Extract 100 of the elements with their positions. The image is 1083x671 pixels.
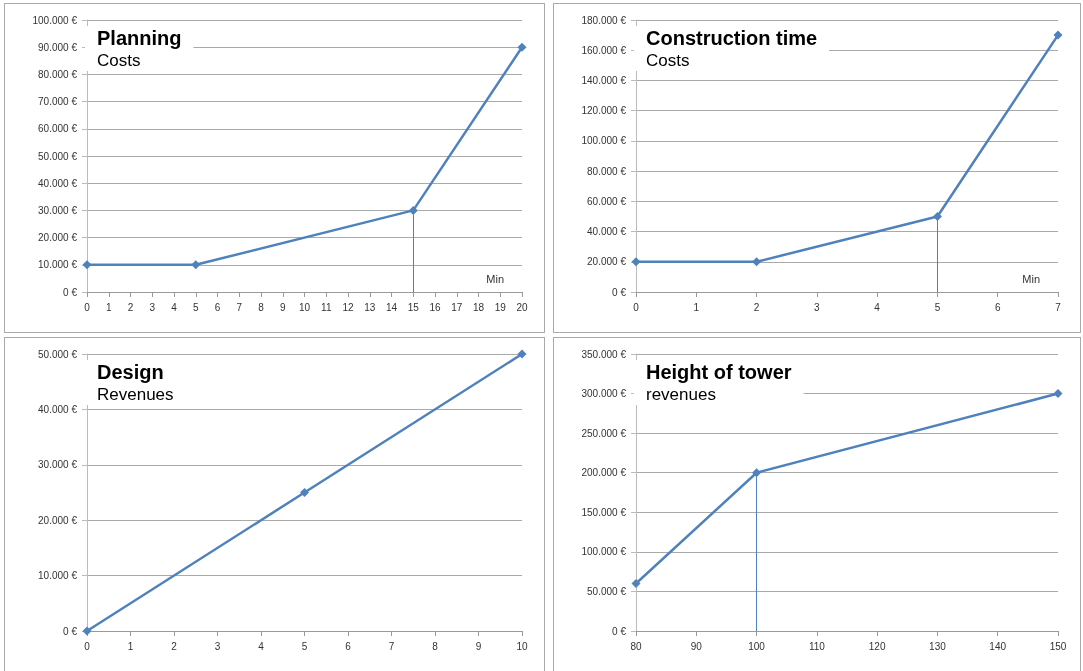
x-tick-label: 10 [298,301,311,313]
x-tick-label: 5 [192,301,199,313]
x-tick-label: 90 [690,640,703,652]
text: Revenues [97,385,174,404]
y-tick-label: 100.000 € [32,14,78,26]
x-tick-label: 8 [258,301,265,313]
point [752,468,762,478]
point [631,257,641,267]
y-tick-label: 0 € [63,286,78,298]
x-tick-label: 9 [279,301,286,313]
y-tick-label: 20.000 € [38,514,78,526]
y-tick-label: 40.000 € [38,177,78,189]
x-tick-label: 6 [345,640,352,652]
x-tick-label: 11 [321,301,332,313]
x-tick-label: 4 [258,640,265,652]
chart-title: Design [97,361,164,383]
y-tick-label: 50.000 € [38,348,78,360]
x-tick-label: 10 [516,640,528,652]
x-tick-label: 17 [451,301,463,313]
y-tick-label: 120.000 € [581,105,627,117]
x-tick-label: 3 [814,301,821,313]
y-tick-label: 50.000 € [587,585,627,597]
x-tick-label: 4 [171,301,178,313]
y-tick-label: 50.000 € [38,150,78,162]
text: Costs [97,51,141,70]
x-tick-label: 5 [301,640,308,652]
y-tick-label: 20.000 € [38,232,78,244]
y-tick-label: 70.000 € [38,96,78,108]
x-tick-label: 14 [385,301,398,313]
annotation: Min [486,272,505,285]
x-tick-label: 5 [934,301,941,313]
x-tick-label: 9 [475,640,482,652]
y-tick-label: 150.000 € [581,506,627,518]
x-tick-label: 7 [236,301,243,313]
x-tick-label: 110 [808,640,826,652]
point [517,42,527,52]
point [517,349,527,359]
y-tick-label: 80.000 € [587,165,627,177]
text: revenues [646,385,716,404]
x-tick-label: 0 [633,301,640,313]
x-tick-label: 2 [127,301,134,313]
x-tick-label: 7 [388,640,395,652]
y-tick-label: 300.000 € [581,388,627,400]
x-tick-label: 8 [432,640,439,652]
x-tick-label: 1 [105,301,112,313]
x-tick-label: 20 [516,301,528,313]
y-tick-label: 90.000 € [38,41,78,53]
x-tick-label: 6 [214,301,221,313]
x-tick-label: 120 [868,640,886,652]
x-tick-label: 1 [127,640,134,652]
point [191,260,201,270]
y-tick-label: 60.000 € [587,195,627,207]
x-tick-label: 130 [929,640,947,652]
x-tick-label: 16 [429,301,441,313]
y-tick-label: 10.000 € [38,570,78,582]
x-tick-label: 3 [214,640,221,652]
y-tick-label: 180.000 € [581,14,627,26]
point [300,488,309,497]
point [1053,389,1063,399]
x-tick-label: 0 [84,640,91,652]
y-tick-label: 20.000 € [587,256,627,268]
x-tick-label: 140 [989,640,1007,652]
y-tick-label: 140.000 € [581,74,627,86]
y-tick-label: 200.000 € [581,467,627,479]
x-tick-label: 4 [874,301,881,313]
point [631,579,641,589]
y-tick-label: 100.000 € [581,546,627,558]
y-tick-label: 0 € [63,625,78,637]
text: Costs [646,51,690,70]
x-tick-label: 150 [1049,640,1067,652]
y-tick-label: 0 € [612,286,627,298]
x-tick-label: 7 [1055,301,1062,313]
y-tick-label: 30.000 € [38,204,78,216]
x-tick-label: 0 [84,301,91,313]
x-tick-label: 100 [748,640,766,652]
annotation: Min [1022,272,1041,285]
y-tick-label: 160.000 € [581,44,627,56]
y-tick-label: 80.000 € [38,68,78,80]
point [752,257,762,267]
x-tick-label: 12 [342,301,354,313]
x-tick-label: 1 [693,301,700,313]
y-tick-label: 40.000 € [587,226,627,238]
y-tick-label: 40.000 € [38,403,78,415]
y-tick-label: 100.000 € [581,135,627,147]
y-tick-label: 350.000 € [581,348,627,360]
x-tick-label: 19 [494,301,507,313]
x-tick-label: 3 [149,301,156,313]
point [82,260,92,270]
y-tick-label: 60.000 € [38,123,78,135]
x-tick-label: 2 [753,301,760,313]
x-tick-label: 2 [171,640,178,652]
y-tick-label: 10.000 € [38,259,78,271]
chart-title: Construction time [646,27,818,49]
point [1053,30,1063,40]
y-tick-label: 30.000 € [38,459,78,471]
x-tick-label: 80 [630,640,642,652]
x-tick-label: 18 [472,301,485,313]
x-tick-label: 6 [994,301,1001,313]
y-tick-label: 0 € [612,625,627,637]
x-tick-label: 13 [364,301,376,313]
